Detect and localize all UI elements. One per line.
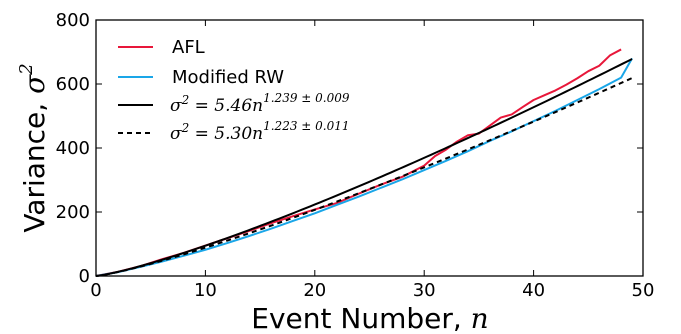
- y-tick-label: 600: [56, 74, 90, 95]
- fit-dashed-line: [95, 77, 633, 277]
- y-tick-label: 800: [56, 10, 90, 31]
- legend-label-fit-solid: σ2 = 5.46n1.239 ± 0.009: [170, 91, 350, 116]
- x-axis-title: Event Number, n: [251, 302, 488, 334]
- fit-solid-line: [95, 58, 633, 277]
- x-tick-label: 40: [522, 280, 545, 301]
- ticks: 0 10 20 30 40 50 0 200 400 600 800: [56, 10, 655, 301]
- y-tick-label: 200: [56, 202, 90, 223]
- modified-rw-line: [95, 57, 633, 277]
- y-tick-label: 400: [56, 138, 90, 159]
- legend-label-afl: AFL: [172, 37, 205, 58]
- x-tick-label: 0: [90, 280, 101, 301]
- y-tick-label: 0: [79, 266, 90, 287]
- y-axis-title: Variance, σ2: [16, 63, 51, 232]
- x-tick-label: 10: [194, 280, 217, 301]
- legend-label-modified-rw: Modified RW: [172, 67, 284, 88]
- plot-lines: [95, 48, 633, 277]
- x-tick-label: 50: [632, 280, 655, 301]
- legend-label-fit-dashed: σ2 = 5.30n1.223 ± 0.011: [170, 119, 350, 144]
- x-tick-label: 20: [303, 280, 326, 301]
- x-tick-label: 30: [413, 280, 436, 301]
- legend: AFL Modified RW σ2 = 5.46n1.239 ± 0.009 …: [118, 37, 350, 144]
- plot-frame: [95, 19, 644, 277]
